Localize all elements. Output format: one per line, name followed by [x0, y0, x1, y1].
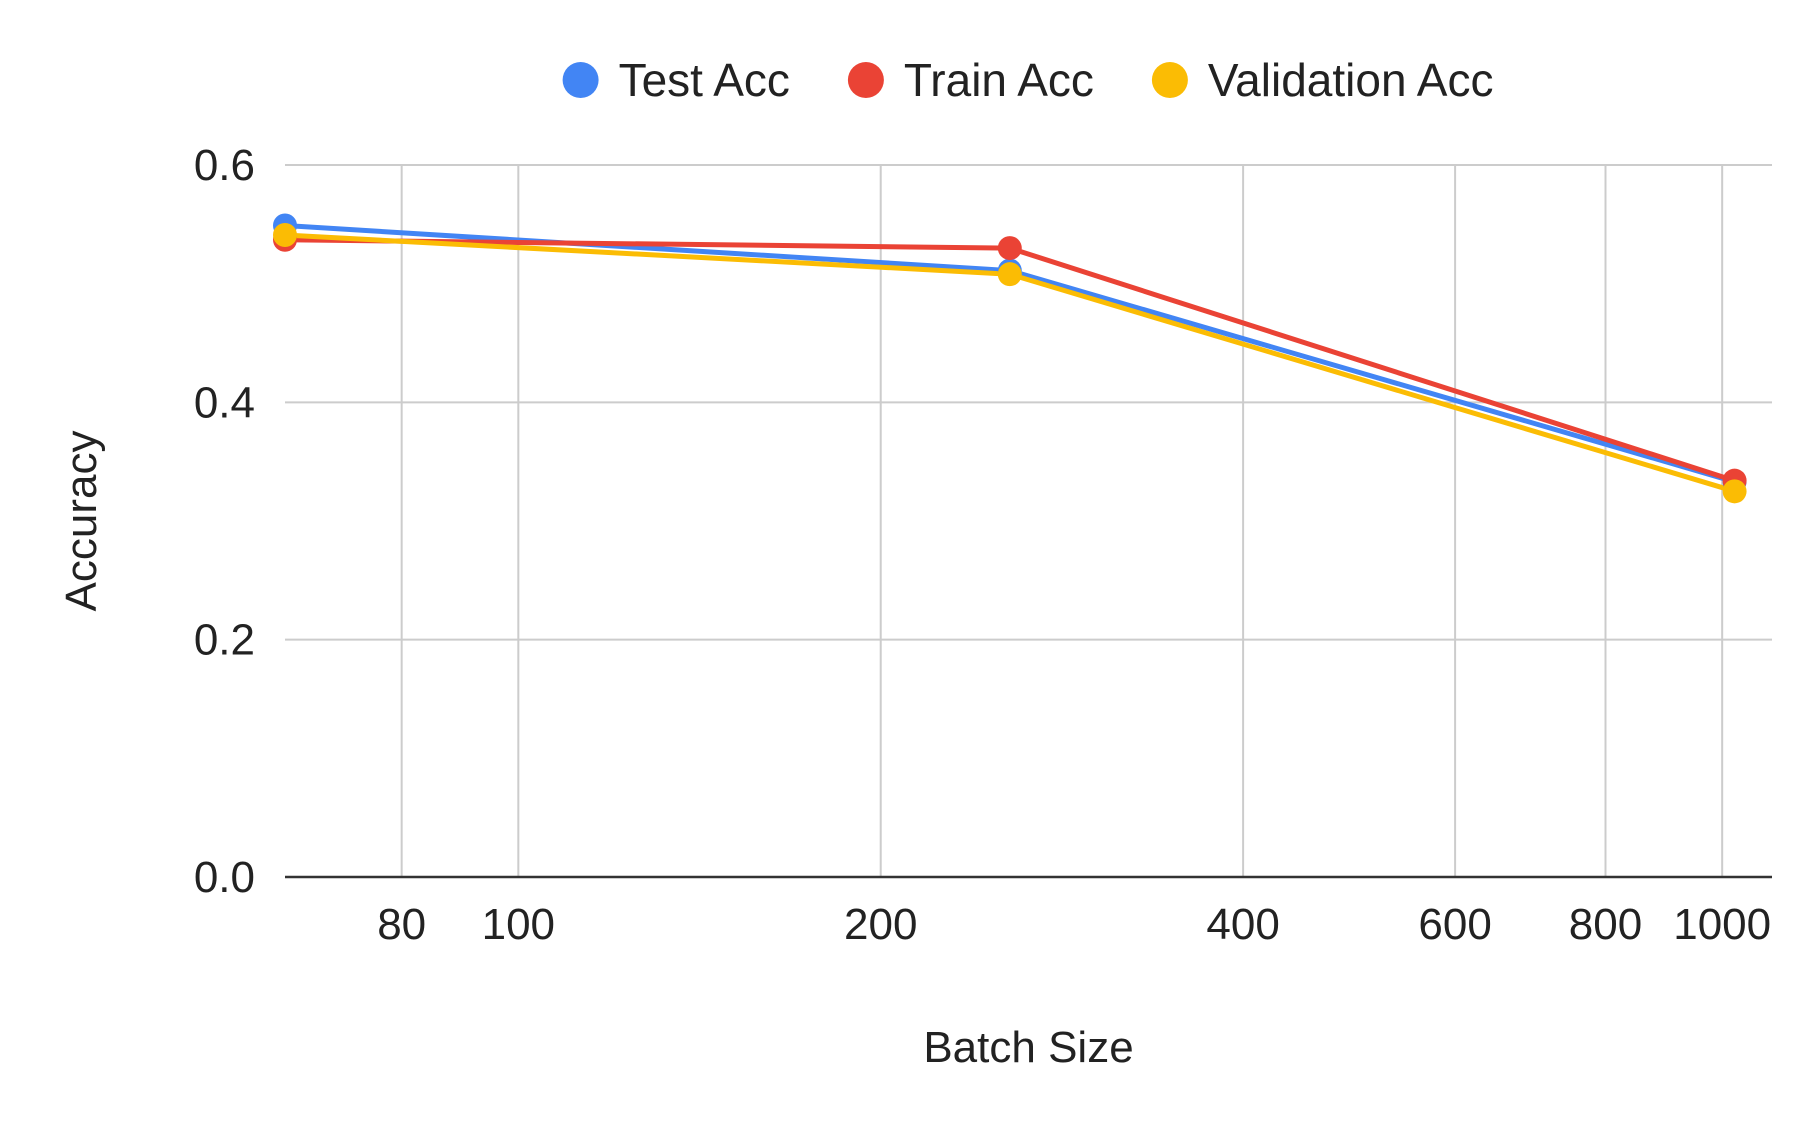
y-tick-label: 0.2: [194, 616, 255, 665]
axes: 0.0 0.2 0.4 0.6 80 100 200 400 600 800 1000: [194, 141, 1772, 949]
legend-label: Train Acc: [904, 54, 1094, 106]
legend-marker: [847, 62, 884, 98]
x-tick-label: 80: [377, 900, 426, 949]
x-tick-label: 100: [482, 900, 555, 949]
y-axis-title: Accuracy: [57, 431, 106, 612]
data-point: [273, 223, 297, 248]
legend-marker: [1151, 62, 1188, 98]
grid-lines: [285, 164, 1772, 877]
data-point: [997, 262, 1022, 287]
y-tick-label: 0.0: [194, 853, 255, 902]
x-tick-label: 400: [1206, 900, 1279, 949]
x-tick-label: 600: [1418, 900, 1491, 949]
legend-label: Test Acc: [619, 54, 790, 106]
x-axis-title: Batch Size: [923, 1023, 1133, 1072]
legend-item: Validation Acc: [1151, 54, 1494, 106]
data-point: [1722, 479, 1747, 504]
x-tick-label: 200: [844, 900, 917, 949]
y-tick-label: 0.6: [194, 141, 255, 190]
legend-label: Validation Acc: [1208, 54, 1494, 106]
x-tick-label: 800: [1569, 900, 1642, 949]
legend-item: Train Acc: [847, 54, 1094, 106]
y-tick-label: 0.4: [194, 378, 255, 427]
legend-item: Test Acc: [562, 54, 790, 106]
legend-marker: [562, 62, 599, 98]
series-points: [273, 213, 1747, 504]
legend: Test Acc Train Acc Validation Acc: [562, 54, 1494, 106]
x-tick-label: 1000: [1673, 900, 1771, 949]
data-point: [997, 236, 1022, 261]
